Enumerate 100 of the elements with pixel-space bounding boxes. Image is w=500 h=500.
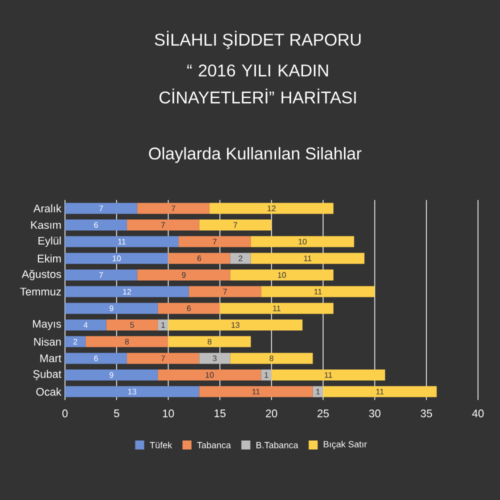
data-label: 10 [278,272,286,278]
bar [272,370,386,380]
bar [199,386,313,398]
data-label: 11 [252,388,260,394]
data-label: 1 [161,322,165,328]
data-label: 11 [304,256,312,262]
data-label: 9 [110,306,114,312]
bar [65,370,158,380]
bar [65,302,158,314]
x-tick-label: 15 [214,410,226,418]
bar [65,336,86,348]
y-tick-label: Mart [40,354,62,362]
text: Olaylarda Kullanılan Silahlar [149,147,362,163]
chart-subtitle: “ 2016 YILI KADIN CİNAYETLERİ” HARİTASI [160,64,356,104]
x-tick-label: 25 [318,410,329,418]
bar [65,252,168,264]
legend-label: Bıçak Satır [324,440,367,450]
bar [220,302,334,314]
data-label: 6 [94,222,98,228]
bar [65,202,138,214]
data-label: 7 [99,206,103,212]
data-label: 7 [212,238,217,244]
data-label: 2 [238,256,242,262]
x-tick-label: 20 [266,410,278,418]
data-label: 7 [161,222,165,228]
data-label: 9 [182,272,186,278]
bar [168,336,251,348]
bar [261,370,272,380]
data-label: 8 [208,338,212,344]
data-label: 4 [84,322,88,328]
legend-label: Tabanca [197,442,231,448]
bar [65,352,127,364]
data-label: 2 [74,338,78,344]
bar [86,336,168,348]
bar [65,286,189,298]
data-label: 10 [298,238,307,244]
data-label: 11 [376,388,384,394]
data-label: 5 [130,322,134,328]
data-label: 7 [99,272,103,278]
bar [158,302,220,314]
bar [126,220,200,230]
data-label: 11 [314,288,322,294]
data-label: 7 [223,288,227,294]
x-tick-label: 0 [62,410,68,418]
bar [168,320,302,330]
data-label: 11 [118,238,126,244]
bar [137,270,230,280]
x-tick-label: 5 [114,410,120,418]
y-tick-label: Ekim [38,254,61,262]
data-label: 10 [112,256,121,262]
bar [65,220,127,230]
data-label: 7 [161,356,165,362]
bar [126,352,200,364]
y-tick-label: Ağustos [22,270,62,280]
data-label: 9 [110,372,114,378]
data-label: 12 [268,206,276,212]
bar [137,202,210,214]
data-label: 10 [206,372,214,378]
bar [230,352,313,364]
x-tick-label: 30 [369,410,380,418]
bar [168,252,230,264]
x-tick-label: 10 [162,410,174,418]
bar [65,320,106,330]
bar [323,386,437,398]
y-tick-label: Aralık [33,204,62,212]
legend-label: Tüfek [150,442,172,448]
bar [188,286,262,298]
data-label: 8 [125,338,129,344]
y-tick-label: Mayıs [33,320,62,330]
data-label: 13 [232,322,240,328]
x-tick-label: 35 [420,410,432,418]
x-tick-label: 40 [472,410,484,418]
bar [65,236,179,248]
bar [199,220,272,230]
bar [250,252,364,264]
data-label: 12 [123,288,131,294]
data-label: 7 [234,222,238,228]
bar [158,320,168,330]
y-tick-label: Temmuz [20,288,61,296]
bar [158,370,262,380]
data-label: 8 [270,356,274,362]
data-label: 1 [264,372,268,378]
bar [250,236,354,248]
bar [106,320,158,330]
y-tick-label: Nisan [34,338,61,346]
data-label: 11 [273,306,280,312]
bar [210,202,334,214]
bar [65,386,200,398]
chart-title: SİLAHLI ŞİDDET RAPORU [154,30,361,50]
y-tick-label: Ocak [36,388,62,396]
data-label: 6 [187,306,191,312]
bar [199,352,230,364]
y-tick-label: Kasım [31,221,61,229]
data-label: 6 [197,256,202,262]
legend-label: B.Tabanca [256,442,298,448]
y-tick-label: Şubat [33,370,62,380]
data-label: 11 [324,372,332,378]
bar [65,270,138,280]
data-label: 6 [94,356,98,362]
data-label: 1 [316,388,320,394]
